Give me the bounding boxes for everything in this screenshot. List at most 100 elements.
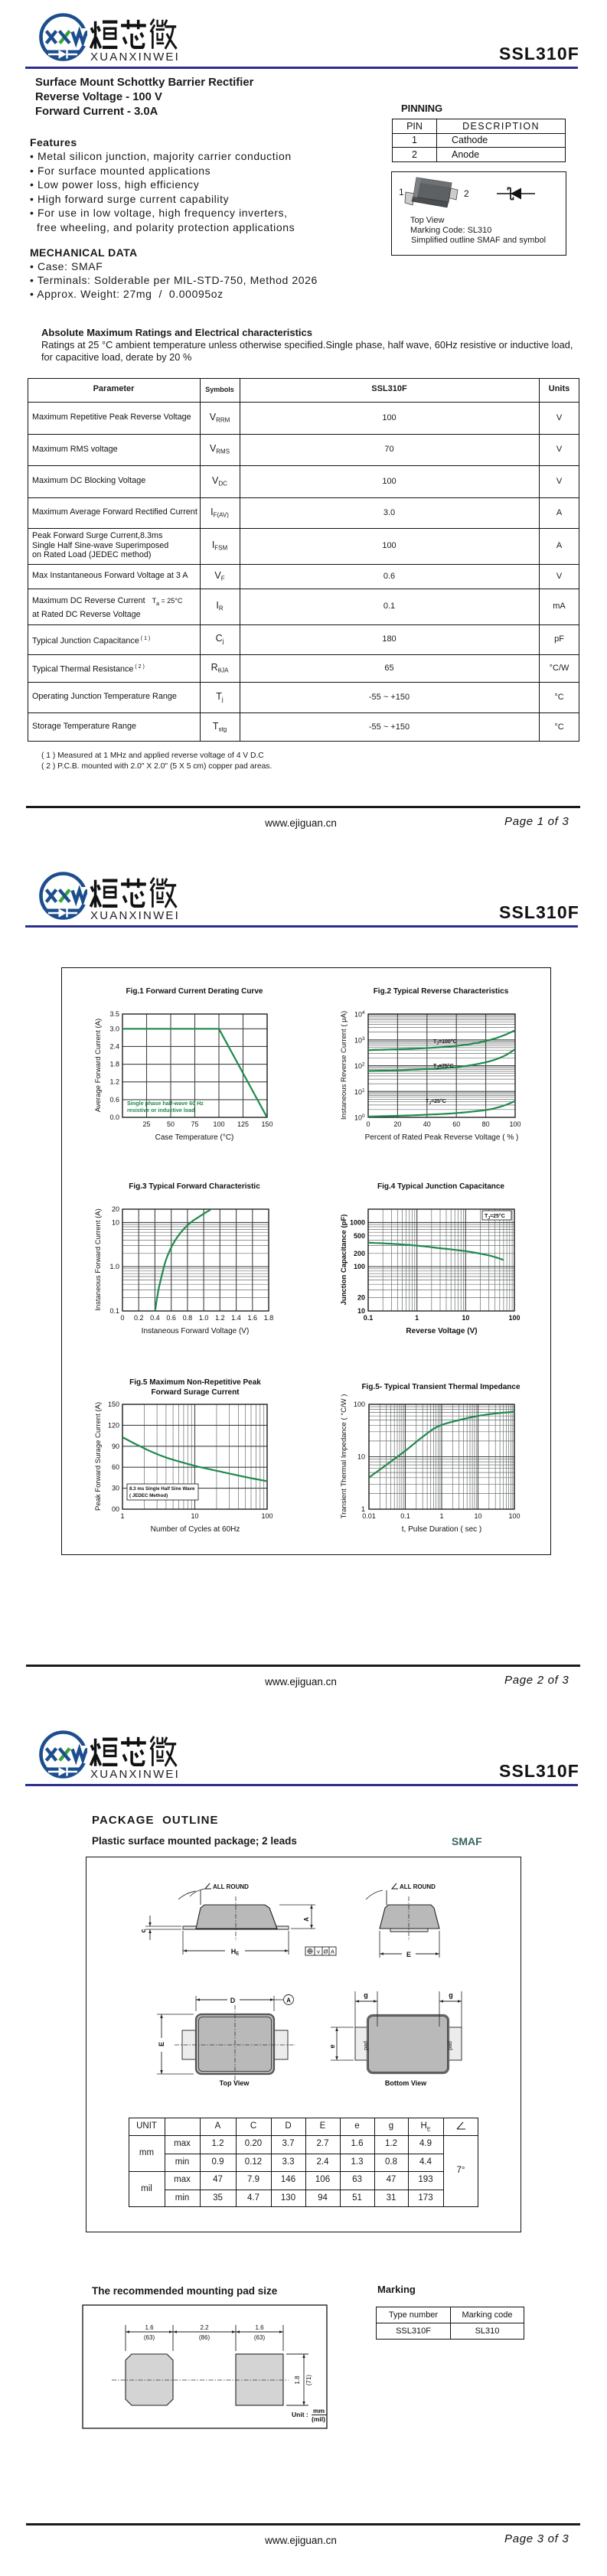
- svg-text:2.4: 2.4: [109, 1042, 119, 1050]
- svg-text:0.1: 0.1: [364, 1314, 374, 1322]
- svg-text:(mil): (mil): [312, 2415, 325, 2423]
- svg-text:10: 10: [462, 1314, 469, 1322]
- svg-text:10: 10: [357, 1453, 365, 1461]
- svg-text:ALL ROUND: ALL ROUND: [400, 1883, 436, 1890]
- svg-text:10: 10: [474, 1512, 481, 1520]
- svg-text:100: 100: [508, 1314, 520, 1322]
- svg-text:120: 120: [108, 1421, 119, 1429]
- svg-text:0.6: 0.6: [109, 1096, 119, 1104]
- svg-text:Junction Capacitance (pF): Junction Capacitance (pF): [340, 1215, 348, 1306]
- svg-text:75: 75: [191, 1120, 198, 1128]
- svg-text:Fig.4 Typical Junction Capaci: Fig.4 Typical Junction Capacitance: [377, 1182, 504, 1191]
- svg-text:1.8: 1.8: [109, 1061, 119, 1068]
- svg-text:60: 60: [452, 1120, 460, 1128]
- svg-text:Reverse Voltage (V): Reverse Voltage (V): [406, 1327, 477, 1335]
- svg-text:g: g: [364, 1991, 368, 1999]
- svg-text:100: 100: [354, 1400, 365, 1408]
- svg-text:10: 10: [354, 1036, 362, 1044]
- svg-text:Percent of Rated Peak Reverse: Percent of Rated Peak Reverse Voltage ( …: [365, 1133, 519, 1142]
- svg-text:A: A: [286, 1997, 291, 2004]
- svg-text:0.6: 0.6: [166, 1314, 176, 1322]
- svg-text:v: v: [317, 1948, 320, 1955]
- svg-text:1: 1: [362, 1087, 365, 1093]
- svg-text:3: 3: [362, 1036, 365, 1042]
- svg-text:(71): (71): [305, 2375, 312, 2386]
- svg-text:0: 0: [366, 1120, 370, 1128]
- svg-text:HE: HE: [231, 1948, 240, 1957]
- svg-text:50: 50: [167, 1120, 175, 1128]
- svg-text:resistive or inductive load: resistive or inductive load: [127, 1107, 195, 1114]
- svg-text:10: 10: [354, 1062, 362, 1070]
- svg-text:80: 80: [482, 1120, 490, 1128]
- svg-text:1.4: 1.4: [231, 1314, 241, 1322]
- svg-text:00: 00: [112, 1505, 119, 1513]
- svg-text:40: 40: [423, 1120, 431, 1128]
- svg-text:1000: 1000: [350, 1218, 365, 1226]
- svg-text:( JEDEC Method): ( JEDEC Method): [129, 1493, 168, 1498]
- svg-text:0: 0: [362, 1114, 365, 1119]
- svg-text:mm: mm: [313, 2407, 325, 2415]
- svg-text:10: 10: [191, 1512, 198, 1520]
- svg-text:0.01: 0.01: [362, 1512, 376, 1520]
- svg-text:Fig.3 Typical Forward Charact: Fig.3 Typical Forward Characteristic: [129, 1182, 260, 1191]
- svg-text:3.5: 3.5: [109, 1010, 119, 1018]
- svg-text:(63): (63): [144, 2334, 155, 2341]
- svg-text:1.8: 1.8: [294, 2375, 301, 2385]
- svg-text:Single phase half-wave 60 Hz: Single phase half-wave 60 Hz: [127, 1100, 204, 1107]
- svg-text:0.4: 0.4: [150, 1314, 160, 1322]
- svg-text:(86): (86): [199, 2334, 210, 2341]
- svg-text:100: 100: [508, 1512, 520, 1520]
- svg-text:100: 100: [509, 1120, 521, 1128]
- svg-text:Ø: Ø: [324, 1948, 328, 1955]
- svg-text:1: 1: [439, 1512, 443, 1520]
- svg-text:2.2: 2.2: [200, 2324, 209, 2331]
- svg-text:pad: pad: [448, 2041, 453, 2050]
- svg-text:c: c: [139, 1929, 147, 1932]
- svg-text:30: 30: [112, 1485, 119, 1492]
- svg-text:1.2: 1.2: [109, 1078, 119, 1086]
- svg-text:10: 10: [112, 1218, 119, 1226]
- svg-text:0.2: 0.2: [134, 1314, 144, 1322]
- svg-text:0.1: 0.1: [400, 1512, 410, 1520]
- svg-text:20: 20: [357, 1294, 365, 1302]
- svg-text:Fig.5- Typical Transient Therm: Fig.5- Typical Transient Thermal Impedan…: [361, 1383, 521, 1391]
- svg-text:8.3 ms Single Half Sine Wave: 8.3 ms Single Half Sine Wave: [129, 1486, 195, 1492]
- svg-text:1.6: 1.6: [248, 1314, 258, 1322]
- svg-text:TJ=75°C: TJ=75°C: [433, 1063, 454, 1071]
- svg-text:150: 150: [108, 1400, 119, 1408]
- svg-text:10: 10: [357, 1307, 365, 1315]
- svg-text:1.6: 1.6: [145, 2324, 154, 2331]
- svg-text:10: 10: [354, 1088, 362, 1096]
- svg-text:25: 25: [142, 1120, 150, 1128]
- svg-text:e: e: [328, 2044, 336, 2048]
- svg-text:10: 10: [354, 1114, 362, 1122]
- svg-text:150: 150: [261, 1120, 272, 1128]
- svg-text:4: 4: [362, 1010, 365, 1016]
- svg-text:0.0: 0.0: [109, 1114, 119, 1121]
- svg-text:Instaneous Reverse Current ( μ: Instaneous Reverse Current ( μA): [340, 1011, 348, 1120]
- svg-text:E: E: [406, 1951, 411, 1958]
- svg-text:10: 10: [354, 1011, 362, 1019]
- svg-text:E: E: [158, 2042, 165, 2046]
- svg-text:Fig.5 Maximum Non-Repetitive: Fig.5 Maximum Non-Repetitive Peak: [129, 1378, 261, 1387]
- svg-text:Instaneous Forward Voltage (V): Instaneous Forward Voltage (V): [142, 1327, 250, 1335]
- svg-text:200: 200: [354, 1250, 365, 1257]
- svg-text:TJ=100°C: TJ=100°C: [433, 1039, 457, 1046]
- svg-text:20: 20: [393, 1120, 401, 1128]
- svg-text:20: 20: [112, 1205, 119, 1213]
- svg-text:100: 100: [354, 1263, 365, 1270]
- svg-text:125: 125: [237, 1120, 249, 1128]
- svg-text:Top View: Top View: [220, 2079, 250, 2087]
- svg-text:A: A: [331, 1950, 335, 1955]
- svg-text:0.8: 0.8: [183, 1314, 193, 1322]
- svg-text:3.0: 3.0: [109, 1025, 119, 1032]
- svg-text:60: 60: [112, 1463, 119, 1471]
- svg-text:100: 100: [213, 1120, 224, 1128]
- svg-text:Case Temperature (°C): Case Temperature (°C): [155, 1133, 234, 1142]
- svg-text:Transient Thermal Impedance (: Transient Thermal Impedance ( °C/W ): [340, 1394, 348, 1519]
- svg-text:(63): (63): [254, 2334, 266, 2341]
- svg-text:D: D: [230, 1997, 236, 2004]
- svg-text:1: 1: [361, 1505, 365, 1513]
- svg-text:A: A: [303, 1917, 310, 1922]
- svg-text:Number of Cycles at 60Hz: Number of Cycles at 60Hz: [151, 1525, 240, 1534]
